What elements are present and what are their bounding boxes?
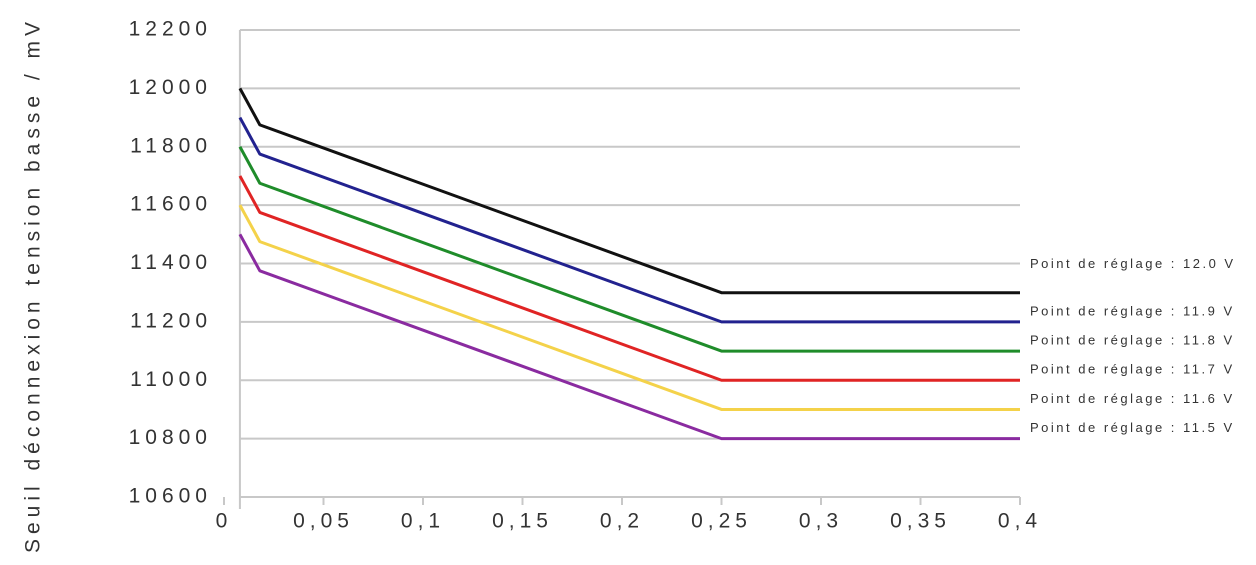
legend-label: Point de réglage : 11.5 V bbox=[1030, 420, 1235, 435]
x-tick-label: 0,05 bbox=[293, 510, 354, 533]
y-tick-label: 12000 bbox=[129, 76, 212, 99]
x-tick-label: 0,15 bbox=[492, 510, 553, 533]
y-tick-label: 10600 bbox=[129, 485, 212, 508]
series-line bbox=[238, 146, 1020, 353]
x-tick-label: 0,1 bbox=[401, 510, 445, 533]
series-line bbox=[238, 116, 1020, 324]
y-tick-label: 11600 bbox=[130, 193, 212, 216]
y-tick-label: 11400 bbox=[130, 251, 212, 274]
y-tick-label: 11800 bbox=[130, 134, 212, 157]
x-tick-label: 0 bbox=[216, 510, 233, 533]
y-tick-label: 11200 bbox=[130, 309, 212, 332]
y-axis-label: Seuil déconnexion tension basse / mV bbox=[22, 17, 45, 553]
series-line bbox=[238, 87, 1020, 295]
x-tick-label: 0,4 bbox=[998, 510, 1042, 533]
y-tick-label: 11000 bbox=[130, 368, 212, 391]
x-tick-label: 0,25 bbox=[691, 510, 752, 533]
y-tick-label: 12200 bbox=[129, 18, 212, 41]
legend-label: Point de réglage : 12.0 V bbox=[1030, 256, 1236, 271]
legend-label: Point de réglage : 11.7 V bbox=[1030, 362, 1235, 377]
legend-label: Point de réglage : 11.9 V bbox=[1030, 303, 1235, 318]
legend-label: Point de réglage : 11.8 V bbox=[1030, 333, 1235, 348]
x-tick-label: 0,3 bbox=[799, 510, 843, 533]
x-tick-label: 0,2 bbox=[600, 510, 644, 533]
y-tick-label: 10800 bbox=[129, 426, 212, 449]
series-line bbox=[238, 175, 1020, 382]
legend-label: Point de réglage : 11.6 V bbox=[1030, 391, 1235, 406]
x-tick-label: 0,35 bbox=[890, 510, 951, 533]
series-line bbox=[238, 233, 1020, 441]
series-line bbox=[238, 204, 1020, 411]
